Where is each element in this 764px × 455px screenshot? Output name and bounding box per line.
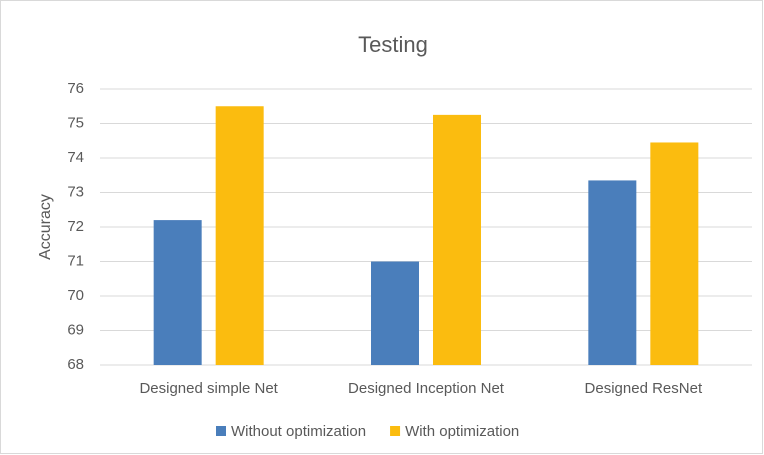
x-tick-label: Designed simple Net [139, 380, 278, 397]
x-tick-label: Designed Inception Net [348, 380, 505, 397]
legend-swatch [390, 426, 401, 436]
bar [433, 114, 481, 365]
legend-label: With optimization [405, 423, 519, 440]
legend-swatch [216, 426, 226, 436]
chart-title: Testing [358, 32, 428, 57]
y-tick-label: 74 [67, 149, 84, 166]
y-tick-label: 73 [67, 183, 84, 200]
y-axis-label: Accuracy [37, 194, 54, 260]
y-tick-label: 68 [67, 356, 84, 373]
x-tick-label: Designed ResNet [585, 380, 703, 397]
bar [650, 142, 699, 365]
legend-label: Without optimization [231, 423, 366, 440]
y-tick-label: 71 [67, 252, 84, 269]
bar [588, 180, 637, 365]
bar [215, 106, 264, 365]
y-tick-label: 69 [67, 321, 84, 338]
y-tick-label: 76 [67, 80, 84, 97]
y-tick-label: 75 [67, 114, 84, 131]
y-tick-label: 70 [67, 287, 84, 304]
bar [371, 261, 419, 365]
bar [153, 220, 202, 365]
y-tick-label: 72 [67, 218, 84, 235]
